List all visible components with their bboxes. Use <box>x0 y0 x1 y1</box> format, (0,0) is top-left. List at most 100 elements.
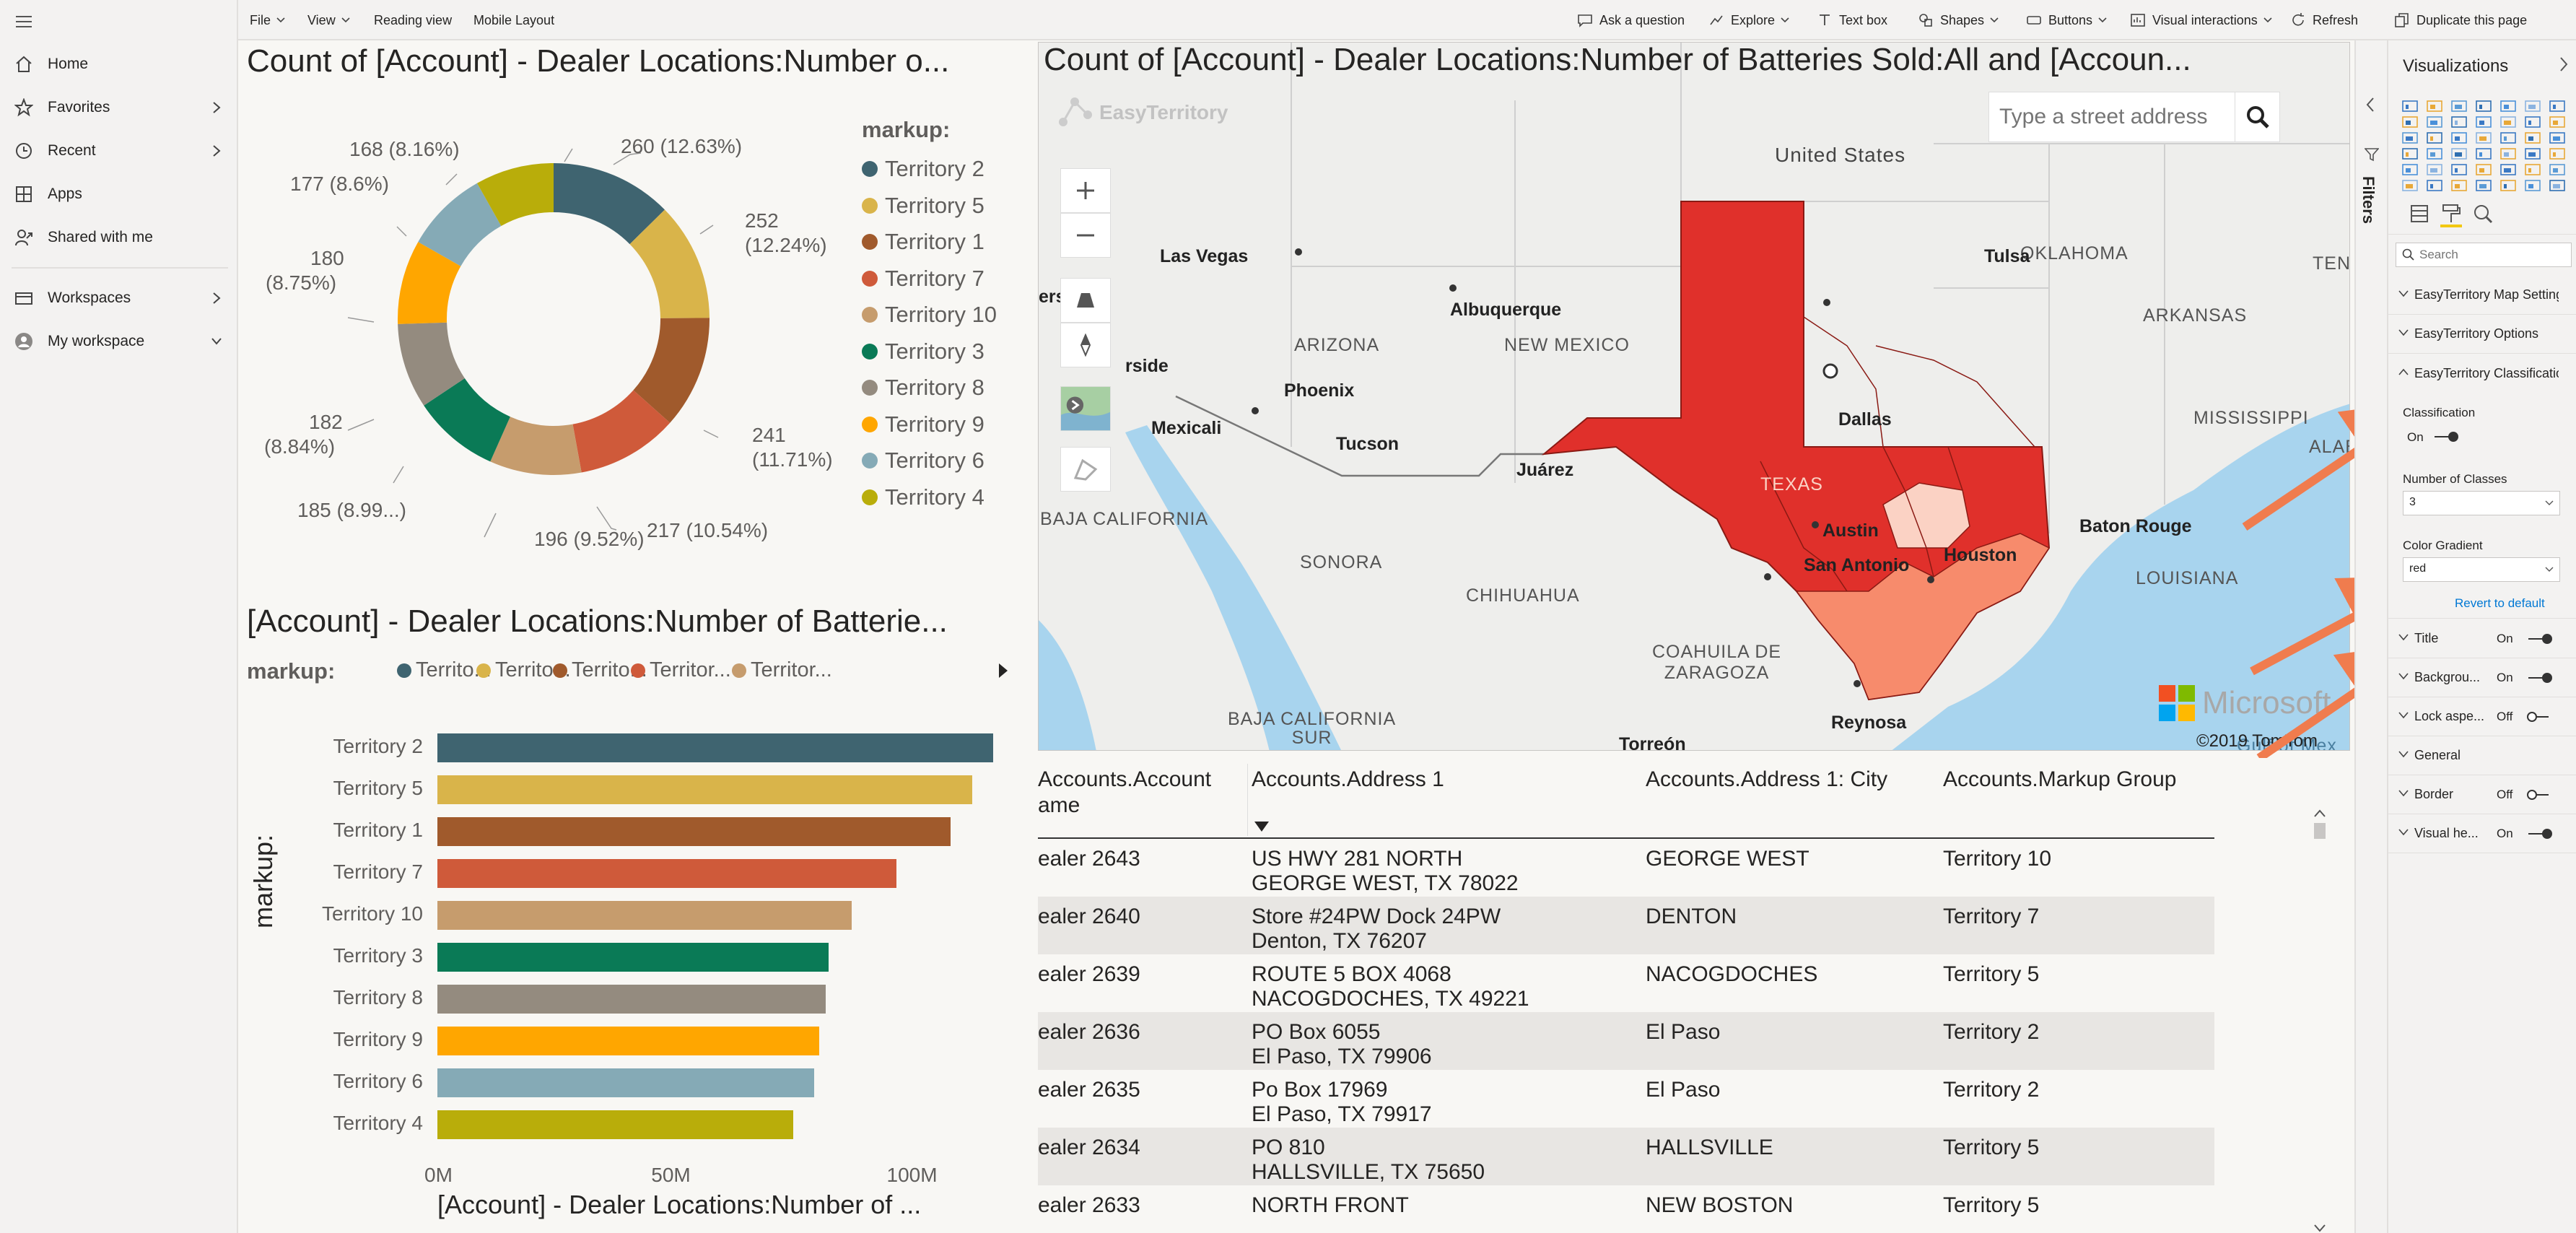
donut-slice-territory-4[interactable] <box>477 163 554 227</box>
visual-type-icon[interactable] <box>2427 180 2442 191</box>
visual-type-icon[interactable] <box>2402 148 2418 160</box>
bar-territory-10[interactable] <box>437 901 852 930</box>
donut-slice-territory-9[interactable] <box>398 242 461 324</box>
bar-territory-1[interactable] <box>437 817 951 846</box>
explore-menu[interactable]: Explore <box>1708 0 1789 40</box>
texas-territory-light[interactable] <box>1795 533 2051 700</box>
background-toggle[interactable] <box>2525 671 2553 684</box>
map-visual[interactable]: United States OKLAHOMA ARKANSAS ARIZONA … <box>1038 42 2350 751</box>
reading-view-button[interactable]: Reading view <box>374 0 452 40</box>
donut-legend-item[interactable]: Territory 3 <box>862 339 984 365</box>
title-toggle[interactable] <box>2525 632 2553 645</box>
visual-type-icon[interactable] <box>2476 164 2492 175</box>
scroll-down-icon[interactable] <box>2314 1224 2326 1233</box>
nav-item-workspaces[interactable]: Workspaces <box>0 277 238 319</box>
visual-type-icon[interactable] <box>2402 116 2418 128</box>
visual-type-icon[interactable] <box>2451 180 2467 191</box>
visual-type-icon[interactable] <box>2451 116 2467 128</box>
donut-chart-visual[interactable]: Count of [Account] - Dealer Locations:Nu… <box>238 40 1032 596</box>
view-menu[interactable]: View <box>307 0 350 40</box>
border-toggle[interactable] <box>2525 788 2553 801</box>
visual-type-icon[interactable] <box>2402 180 2418 191</box>
donut-legend-item[interactable]: Territory 1 <box>862 229 984 255</box>
visual-type-icon[interactable] <box>2525 164 2541 175</box>
bar-legend-item[interactable]: Territo... <box>553 658 647 682</box>
donut-slice-territory-8[interactable] <box>398 322 465 406</box>
visual-type-icon[interactable] <box>2549 116 2565 128</box>
visual-type-icon[interactable] <box>2476 100 2492 112</box>
table-header-account-name[interactable]: Accounts.Account ame <box>1038 767 1247 819</box>
donut-legend-item[interactable]: Territory 7 <box>862 266 984 292</box>
bar-territory-7[interactable] <box>437 859 897 888</box>
visual-type-icon[interactable] <box>2451 132 2467 144</box>
visual-header-toggle[interactable] <box>2525 827 2553 840</box>
visual-type-icon[interactable] <box>2500 148 2516 160</box>
table-row[interactable]: ealer 2640 Store #24PW Dock 24PW Denton, T… <box>1038 897 2214 954</box>
nav-item-my-workspace[interactable]: My workspace <box>0 321 238 362</box>
visual-type-icon[interactable] <box>2549 132 2565 144</box>
table-header-city[interactable]: Accounts.Address 1: City <box>1646 767 1888 791</box>
revert-to-default-link[interactable]: Revert to default <box>2455 596 2545 610</box>
visual-interactions-menu[interactable]: Visual interactions <box>2129 0 2272 40</box>
donut-legend-item[interactable]: Territory 4 <box>862 484 984 510</box>
table-row[interactable]: ealer 2635 Po Box 17969 El Paso, TX 79917 E… <box>1038 1070 2214 1128</box>
table-visual[interactable]: Accounts.Account ame Accounts.Address 1 A… <box>1038 758 2350 1233</box>
table-row[interactable]: ealer 2634 PO 810 HALLSVILLE, TX 75650 HALL… <box>1038 1128 2214 1185</box>
visual-gallery[interactable] <box>2400 98 2573 195</box>
table-header-address[interactable]: Accounts.Address 1 <box>1252 767 1444 791</box>
section-general[interactable]: General <box>2388 736 2576 775</box>
table-row[interactable]: ealer 2639 ROUTE 5 BOX 4068 NACOGDOCHES, T… <box>1038 954 2214 1012</box>
visual-type-icon[interactable] <box>2402 164 2418 175</box>
address-search-input[interactable] <box>1989 92 2235 141</box>
donut-legend-item[interactable]: Territory 2 <box>862 156 984 182</box>
visual-type-icon[interactable] <box>2549 100 2565 112</box>
map-canvas[interactable] <box>1039 43 2350 751</box>
bar-territory-6[interactable] <box>437 1068 815 1097</box>
visual-type-icon[interactable] <box>2525 132 2541 144</box>
legend-next-icon[interactable] <box>997 662 1009 679</box>
visual-type-icon[interactable] <box>2500 180 2516 191</box>
visual-type-icon[interactable] <box>2549 180 2565 191</box>
bar-legend-item[interactable]: Territor... <box>732 658 832 682</box>
section-visual-header[interactable]: Visual he... On <box>2388 814 2576 853</box>
table-row[interactable]: ealer 2643 US HWY 281 NORTH GEORGE WEST, T… <box>1038 839 2214 897</box>
visual-type-icon[interactable] <box>2525 180 2541 191</box>
donut-slice-territory-5[interactable] <box>629 209 710 318</box>
bar-territory-4[interactable] <box>437 1110 793 1139</box>
visual-type-icon[interactable] <box>2427 164 2442 175</box>
bar-territory-3[interactable] <box>437 943 829 972</box>
visual-type-icon[interactable] <box>2451 100 2467 112</box>
nav-item-recent[interactable]: Recent <box>0 130 238 172</box>
visual-type-icon[interactable] <box>2402 100 2418 112</box>
analytics-tab[interactable] <box>2472 203 2494 225</box>
visual-type-icon[interactable] <box>2476 116 2492 128</box>
donut-legend-item[interactable]: Territory 9 <box>862 411 984 437</box>
lock-aspect-toggle[interactable] <box>2525 710 2553 723</box>
zoom-in-button[interactable] <box>1060 168 1111 213</box>
table-header-markup-group[interactable]: Accounts.Markup Group <box>1943 767 2177 791</box>
visual-type-icon[interactable] <box>2427 116 2442 128</box>
file-menu[interactable]: File <box>250 0 285 40</box>
filters-pane[interactable]: Filters <box>2354 40 2387 1233</box>
donut-slice-territory-6[interactable] <box>418 183 502 266</box>
dallas-marker[interactable] <box>1822 363 1838 379</box>
mobile-layout-button[interactable]: Mobile Layout <box>473 0 554 40</box>
section-lock-aspect[interactable]: Lock aspe... Off <box>2388 697 2576 736</box>
refresh-button[interactable]: Refresh <box>2289 0 2358 40</box>
section-border[interactable]: Border Off <box>2388 775 2576 814</box>
visual-type-icon[interactable] <box>2451 148 2467 160</box>
visual-type-icon[interactable] <box>2500 116 2516 128</box>
visual-type-icon[interactable] <box>2549 164 2565 175</box>
donut-legend-item[interactable]: Territory 8 <box>862 375 984 401</box>
nav-item-favorites[interactable]: Favorites <box>0 87 238 128</box>
section-options[interactable]: EasyTerritory Options <box>2388 315 2576 354</box>
zoom-out-button[interactable] <box>1060 213 1111 258</box>
donut-slice-territory-2[interactable] <box>554 163 665 245</box>
table-scrollbar[interactable] <box>2311 809 2328 1233</box>
shapes-menu[interactable]: Shapes <box>1917 0 1999 40</box>
nav-item-shared[interactable]: Shared with me <box>0 217 238 258</box>
visual-type-icon[interactable] <box>2476 180 2492 191</box>
nav-item-home[interactable]: Home <box>0 43 238 85</box>
nav-item-apps[interactable]: Apps <box>0 173 238 215</box>
compass-button[interactable] <box>1060 323 1111 367</box>
